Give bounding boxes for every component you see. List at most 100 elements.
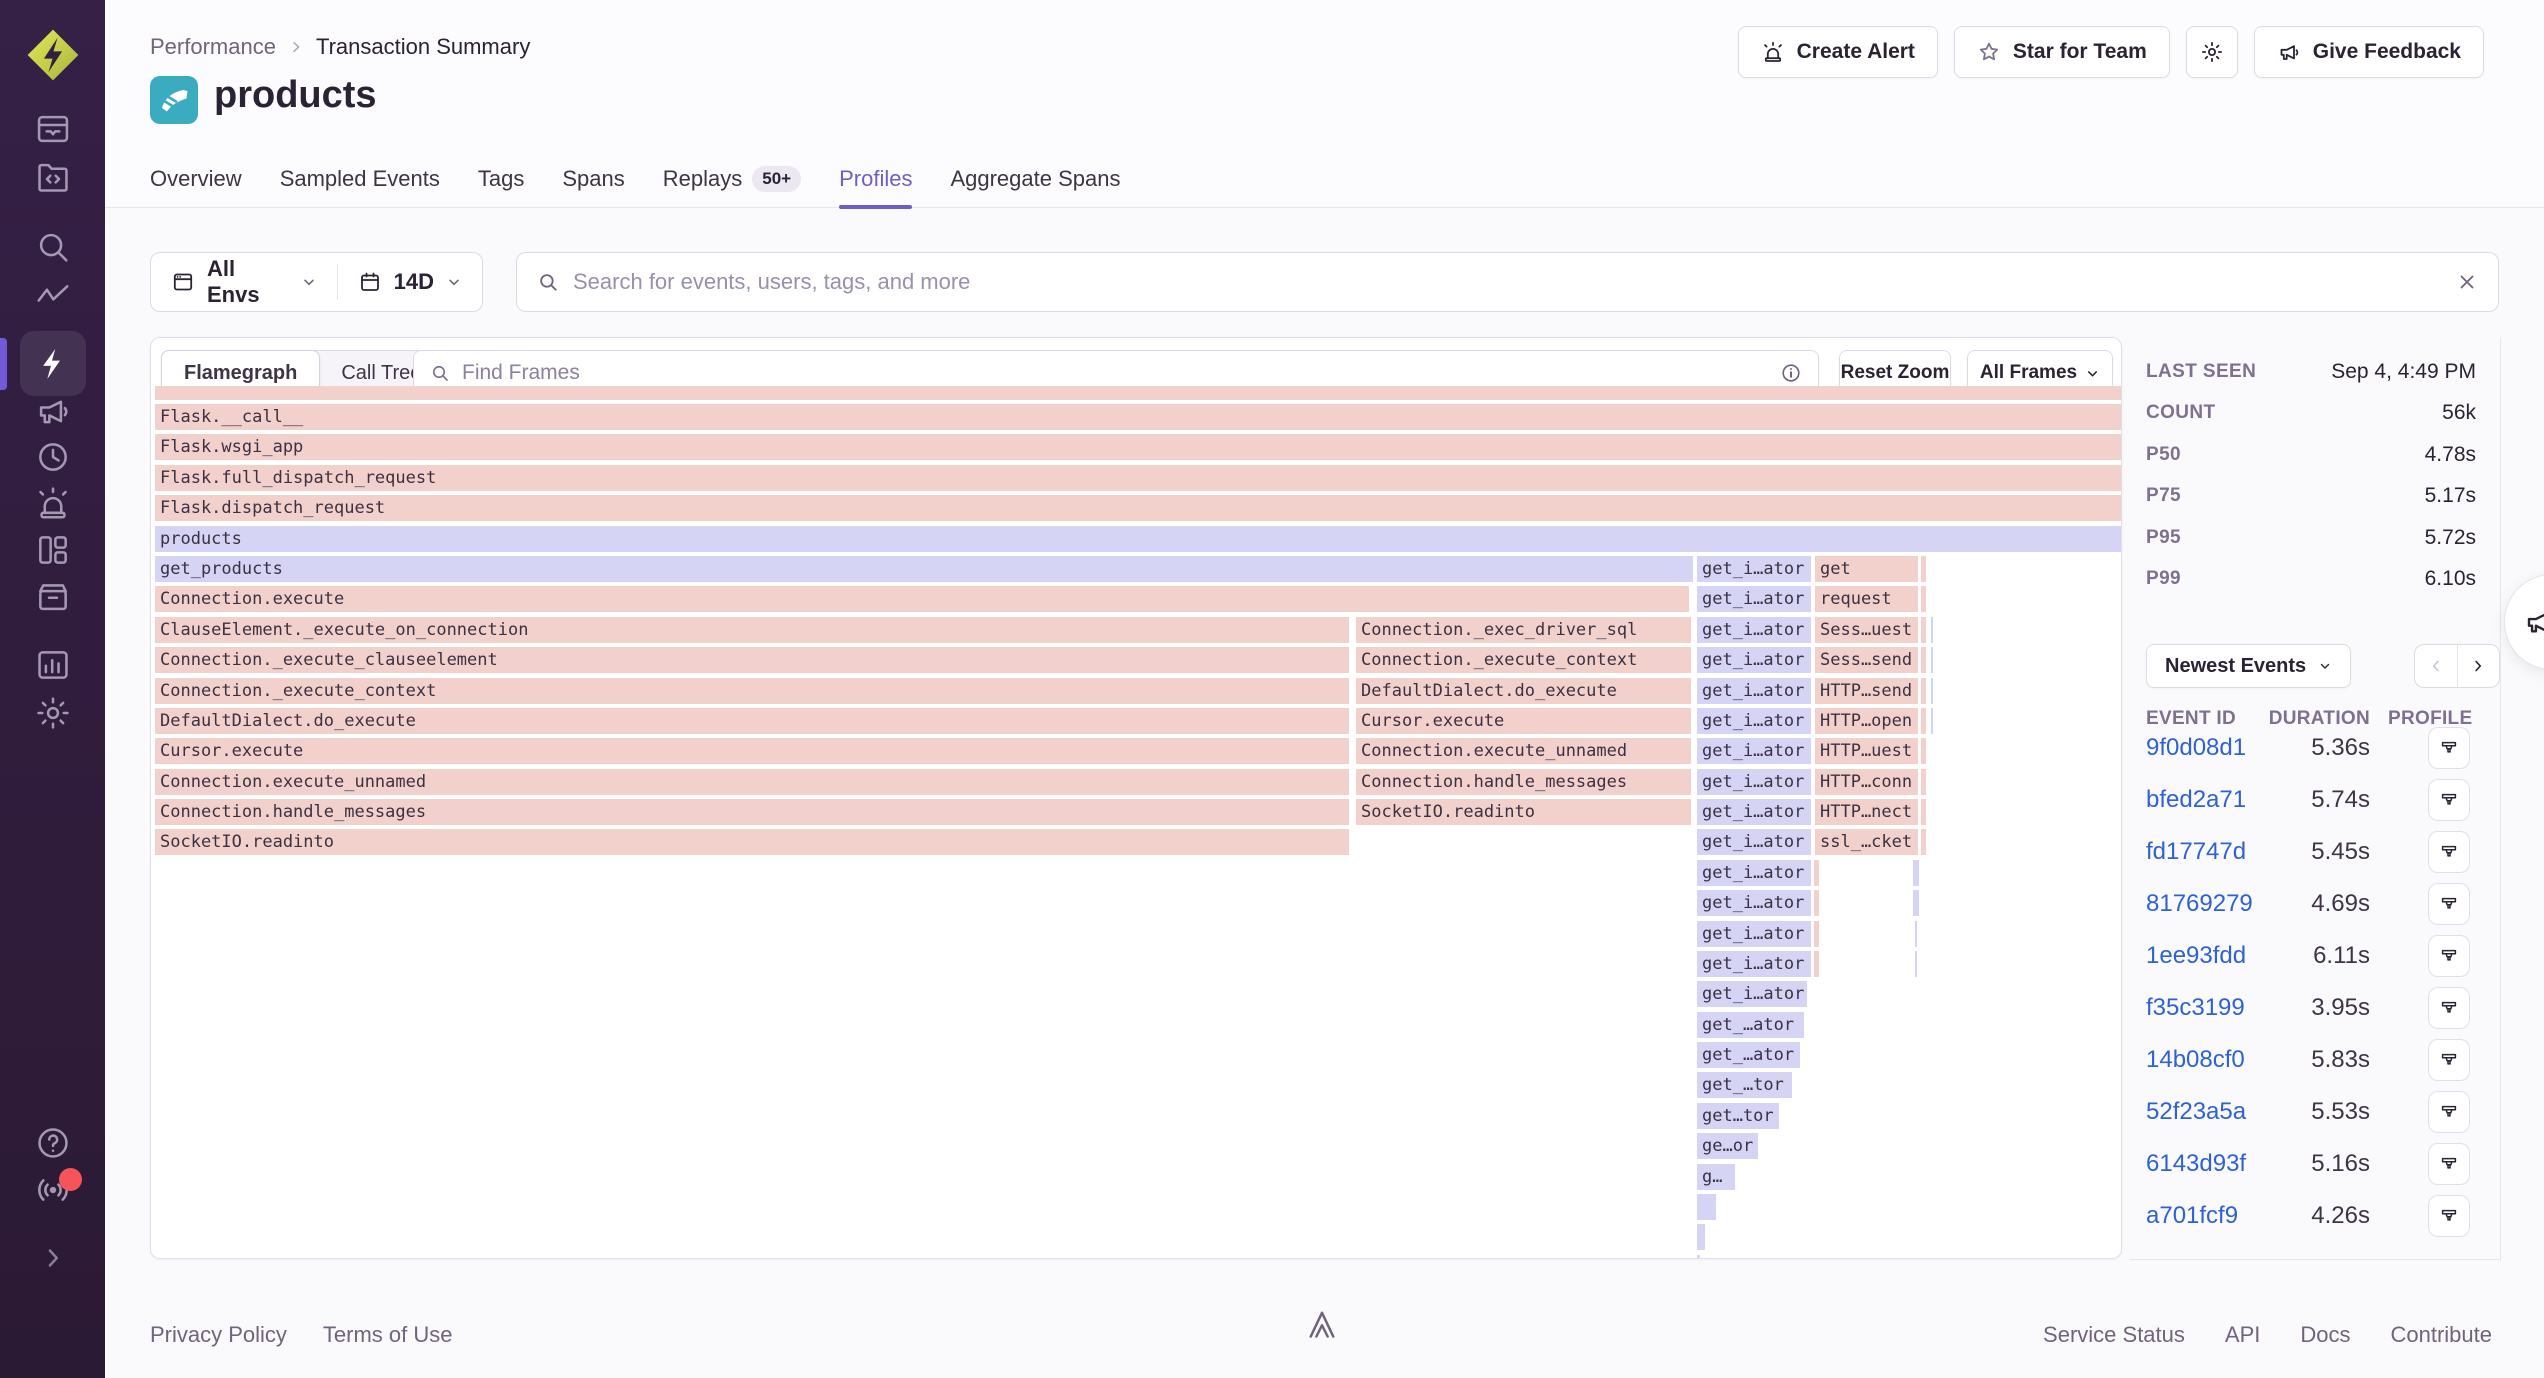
sidebar-item-settings[interactable] bbox=[34, 694, 72, 732]
settings-button[interactable] bbox=[2185, 26, 2238, 78]
tab-call-tree[interactable]: Call Tree bbox=[341, 361, 422, 384]
flame-frame-get_iator[interactable]: get_i…ator bbox=[1697, 981, 1807, 1007]
flame-frame-Connection_execute_clauseelement[interactable]: Connection._execute_clauseelement bbox=[155, 647, 1349, 673]
flame-frame-Flaskfull_dispatch_request[interactable]: Flask.full_dispatch_request bbox=[155, 465, 2121, 491]
environment-selector[interactable]: All Envs bbox=[151, 253, 337, 311]
flame-frame[interactable] bbox=[1913, 860, 1919, 886]
flame-frame[interactable] bbox=[1921, 738, 1926, 764]
prev-page-button[interactable] bbox=[2415, 657, 2457, 675]
date-range-selector[interactable]: 14D bbox=[338, 253, 482, 311]
footer-link-service-status[interactable]: Service Status bbox=[2043, 1322, 2185, 1347]
flame-frame[interactable] bbox=[1915, 951, 1917, 977]
flame-frame[interactable] bbox=[1915, 921, 1917, 947]
event-id-link[interactable]: fd17747d bbox=[2146, 838, 2247, 865]
flame-frame-geor[interactable]: ge…or bbox=[1697, 1133, 1758, 1159]
flame-frame-get_ator[interactable]: get_…ator bbox=[1697, 1042, 1800, 1068]
flame-frame-request[interactable]: request bbox=[1815, 586, 1918, 612]
flame-frame-get_iator[interactable]: get_i…ator bbox=[1697, 860, 1811, 886]
create-alert-button[interactable]: Create Alert bbox=[1737, 26, 1938, 78]
flame-frame-HTTPopen[interactable]: HTTP…open bbox=[1815, 708, 1918, 734]
events-sort-dropdown[interactable]: Newest Events bbox=[2146, 644, 2352, 688]
flame-frame-HTTPconn[interactable]: HTTP…conn bbox=[1815, 769, 1918, 795]
view-profile-button[interactable] bbox=[2428, 935, 2470, 977]
tab-tags[interactable]: Tags bbox=[478, 166, 524, 208]
sidebar-item-profiling[interactable] bbox=[34, 345, 72, 383]
sidebar-item-replays[interactable] bbox=[34, 438, 72, 476]
give-feedback-button[interactable]: Give Feedback bbox=[2253, 26, 2484, 78]
flame-frame-SocketIOreadinto[interactable]: SocketIO.readinto bbox=[1356, 799, 1691, 825]
flame-frame-get_iator[interactable]: get_i…ator bbox=[1697, 951, 1811, 977]
flame-frame-Flaskdispatch_request[interactable]: Flask.dispatch_request bbox=[155, 495, 2121, 521]
footer-link-terms-of-use[interactable]: Terms of Use bbox=[322, 1322, 453, 1347]
flame-frame-HTTPsend[interactable]: HTTP…send bbox=[1815, 678, 1918, 704]
sidebar-item-performance[interactable] bbox=[34, 276, 72, 314]
view-profile-button[interactable] bbox=[2428, 987, 2470, 1029]
flame-frame-ClauseElement_execute_on_connection[interactable]: ClauseElement._execute_on_connection bbox=[155, 617, 1349, 643]
flame-frame-DefaultDialectdo_execute[interactable]: DefaultDialect.do_execute bbox=[1356, 678, 1691, 704]
flame-frame[interactable] bbox=[1697, 1194, 1716, 1220]
flame-frame[interactable] bbox=[1931, 617, 1933, 643]
flame-frame-get_ator[interactable]: get_…ator bbox=[1697, 1012, 1804, 1038]
flame-frame-Connection_execute_context[interactable]: Connection._execute_context bbox=[1356, 647, 1691, 673]
flame-frame-Sesssend[interactable]: Sess…send bbox=[1815, 647, 1918, 673]
tab-replays[interactable]: Replays 50+ bbox=[663, 166, 802, 208]
event-id-link[interactable]: f35c3199 bbox=[2146, 994, 2245, 1021]
flame-frame-ssl_cket[interactable]: ssl_…cket bbox=[1815, 829, 1918, 855]
flame-frame-HTTPnect[interactable]: HTTP…nect bbox=[1815, 799, 1918, 825]
flame-frame-Cursorexecute[interactable]: Cursor.execute bbox=[155, 738, 1349, 764]
flame-frame-get_products[interactable]: get_products bbox=[155, 556, 1693, 582]
flame-frame[interactable] bbox=[1931, 678, 1933, 704]
flame-frame[interactable] bbox=[1921, 708, 1926, 734]
flame-frame-get_iator[interactable]: get_i…ator bbox=[1697, 829, 1811, 855]
flame-frame-get[interactable]: get bbox=[1815, 556, 1918, 582]
find-frames-input[interactable] bbox=[462, 361, 1768, 385]
flame-frame-get_iator[interactable]: get_i…ator bbox=[1697, 708, 1811, 734]
flame-frame[interactable] bbox=[1921, 678, 1926, 704]
flame-frame[interactable] bbox=[1814, 860, 1819, 886]
event-id-link[interactable]: 6143d93f bbox=[2146, 1150, 2247, 1177]
flame-frame-Connectionhandle_messages[interactable]: Connection.handle_messages bbox=[1356, 769, 1691, 795]
flame-frame-g[interactable]: g… bbox=[1697, 1164, 1735, 1190]
flame-frame[interactable] bbox=[1697, 1255, 1700, 1258]
flame-frame[interactable] bbox=[1921, 556, 1926, 582]
view-profile-button[interactable] bbox=[2428, 1091, 2470, 1133]
flame-frame-Connectionexecute[interactable]: Connection.execute bbox=[155, 586, 1689, 612]
event-id-link[interactable]: a701fcf9 bbox=[2146, 1202, 2239, 1229]
flame-frame[interactable] bbox=[1921, 829, 1926, 855]
flame-frame[interactable] bbox=[1921, 617, 1926, 643]
view-profile-button[interactable] bbox=[2428, 831, 2470, 873]
flame-frame[interactable] bbox=[1931, 708, 1933, 734]
flame-frame-Flaskwsgi_app[interactable]: Flask.wsgi_app bbox=[155, 434, 2121, 460]
search-input[interactable] bbox=[573, 269, 2442, 295]
event-id-link[interactable]: 14b08cf0 bbox=[2146, 1046, 2245, 1073]
view-profile-button[interactable] bbox=[2428, 883, 2470, 925]
sidebar-item-help[interactable] bbox=[34, 1124, 72, 1162]
flame-frame[interactable] bbox=[155, 386, 2121, 400]
footer-link-privacy-policy[interactable]: Privacy Policy bbox=[150, 1322, 287, 1347]
flame-frame-get_iator[interactable]: get_i…ator bbox=[1697, 738, 1811, 764]
tab-overview[interactable]: Overview bbox=[150, 166, 242, 208]
sidebar-item-projects[interactable] bbox=[34, 158, 72, 196]
tab-profiles[interactable]: Profiles bbox=[839, 166, 913, 209]
flame-frame-Connectionhandle_messages[interactable]: Connection.handle_messages bbox=[155, 799, 1349, 825]
flame-frame[interactable] bbox=[1814, 921, 1819, 947]
flame-frame-Connection_exec_driver_sql[interactable]: Connection._exec_driver_sql bbox=[1356, 617, 1691, 643]
view-profile-button[interactable] bbox=[2428, 1039, 2470, 1081]
flame-frame-get_iator[interactable]: get_i…ator bbox=[1697, 617, 1811, 643]
view-profile-button[interactable] bbox=[2428, 779, 2470, 821]
sentry-footer-logo[interactable] bbox=[1300, 1304, 1344, 1344]
flame-frame-get_iator[interactable]: get_i…ator bbox=[1697, 647, 1811, 673]
tab-aggregate-spans[interactable]: Aggregate Spans bbox=[950, 166, 1120, 208]
sidebar-item-stats[interactable] bbox=[34, 646, 72, 684]
sidebar-item-releases[interactable] bbox=[34, 578, 72, 616]
event-id-link[interactable]: 81769279 bbox=[2146, 890, 2253, 917]
flame-frame[interactable] bbox=[1697, 1224, 1705, 1250]
flame-frame-get_iator[interactable]: get_i…ator bbox=[1697, 921, 1811, 947]
flame-frame[interactable] bbox=[1921, 647, 1926, 673]
flame-frame-gettor[interactable]: get…tor bbox=[1697, 1103, 1779, 1129]
breadcrumb-performance[interactable]: Performance bbox=[150, 34, 276, 59]
footer-link-api[interactable]: API bbox=[2224, 1322, 2261, 1347]
floating-feedback-button[interactable] bbox=[2504, 574, 2544, 670]
flame-frame-Connection_execute_context[interactable]: Connection._execute_context bbox=[155, 678, 1349, 704]
tab-sampled-events[interactable]: Sampled Events bbox=[280, 166, 440, 208]
